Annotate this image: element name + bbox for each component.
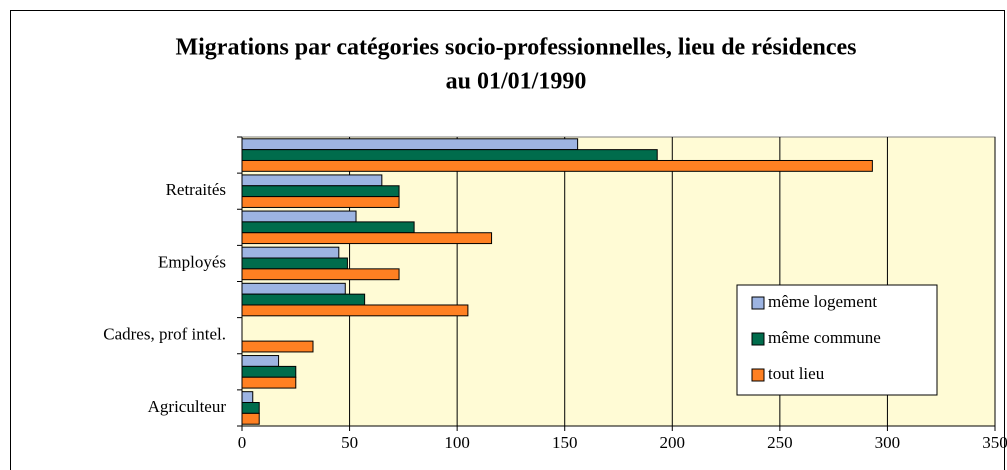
y-tick-label: Retraités	[166, 180, 226, 199]
bar	[241, 210, 357, 223]
bar	[241, 268, 400, 281]
legend-swatch	[751, 368, 765, 382]
legend-swatch	[751, 296, 765, 310]
chart-title: Migrations par catégories socio-professi…	[175, 35, 856, 61]
x-tick-label: 300	[875, 433, 901, 452]
bar	[241, 376, 297, 389]
bar	[241, 304, 469, 317]
bar	[241, 221, 415, 234]
x-tick-label: 150	[552, 433, 578, 452]
bar	[241, 246, 340, 259]
bar	[241, 174, 383, 187]
y-tick-label: Cadres, prof intel.	[103, 325, 226, 344]
bar	[241, 293, 366, 306]
y-tick-label: Employés	[158, 252, 226, 271]
bar	[241, 402, 260, 414]
legend-swatch	[751, 332, 765, 346]
x-tick-label: 50	[341, 433, 358, 452]
x-tick-label: 200	[660, 433, 686, 452]
bar	[241, 196, 400, 208]
x-tick-label: 250	[767, 433, 793, 452]
bar	[241, 232, 493, 245]
bar	[241, 365, 297, 378]
bar	[241, 138, 579, 151]
x-tick-label: 100	[444, 433, 470, 452]
bar	[241, 257, 348, 270]
bar	[241, 391, 254, 404]
bar	[241, 149, 658, 161]
legend-label: même logement	[768, 292, 877, 311]
bar	[241, 185, 400, 198]
bar	[241, 355, 280, 367]
bar	[241, 340, 314, 353]
chart-title: au 01/01/1990	[446, 69, 587, 95]
bar	[241, 159, 873, 172]
y-tick-label: Agriculteur	[148, 397, 227, 416]
legend	[736, 284, 938, 396]
x-tick-label: 350	[982, 433, 1007, 452]
legend-label: tout lieu	[768, 364, 825, 383]
legend-label: même commune	[768, 328, 881, 347]
bar	[241, 412, 260, 425]
x-tick-label: 0	[238, 433, 247, 452]
bar	[241, 282, 346, 295]
